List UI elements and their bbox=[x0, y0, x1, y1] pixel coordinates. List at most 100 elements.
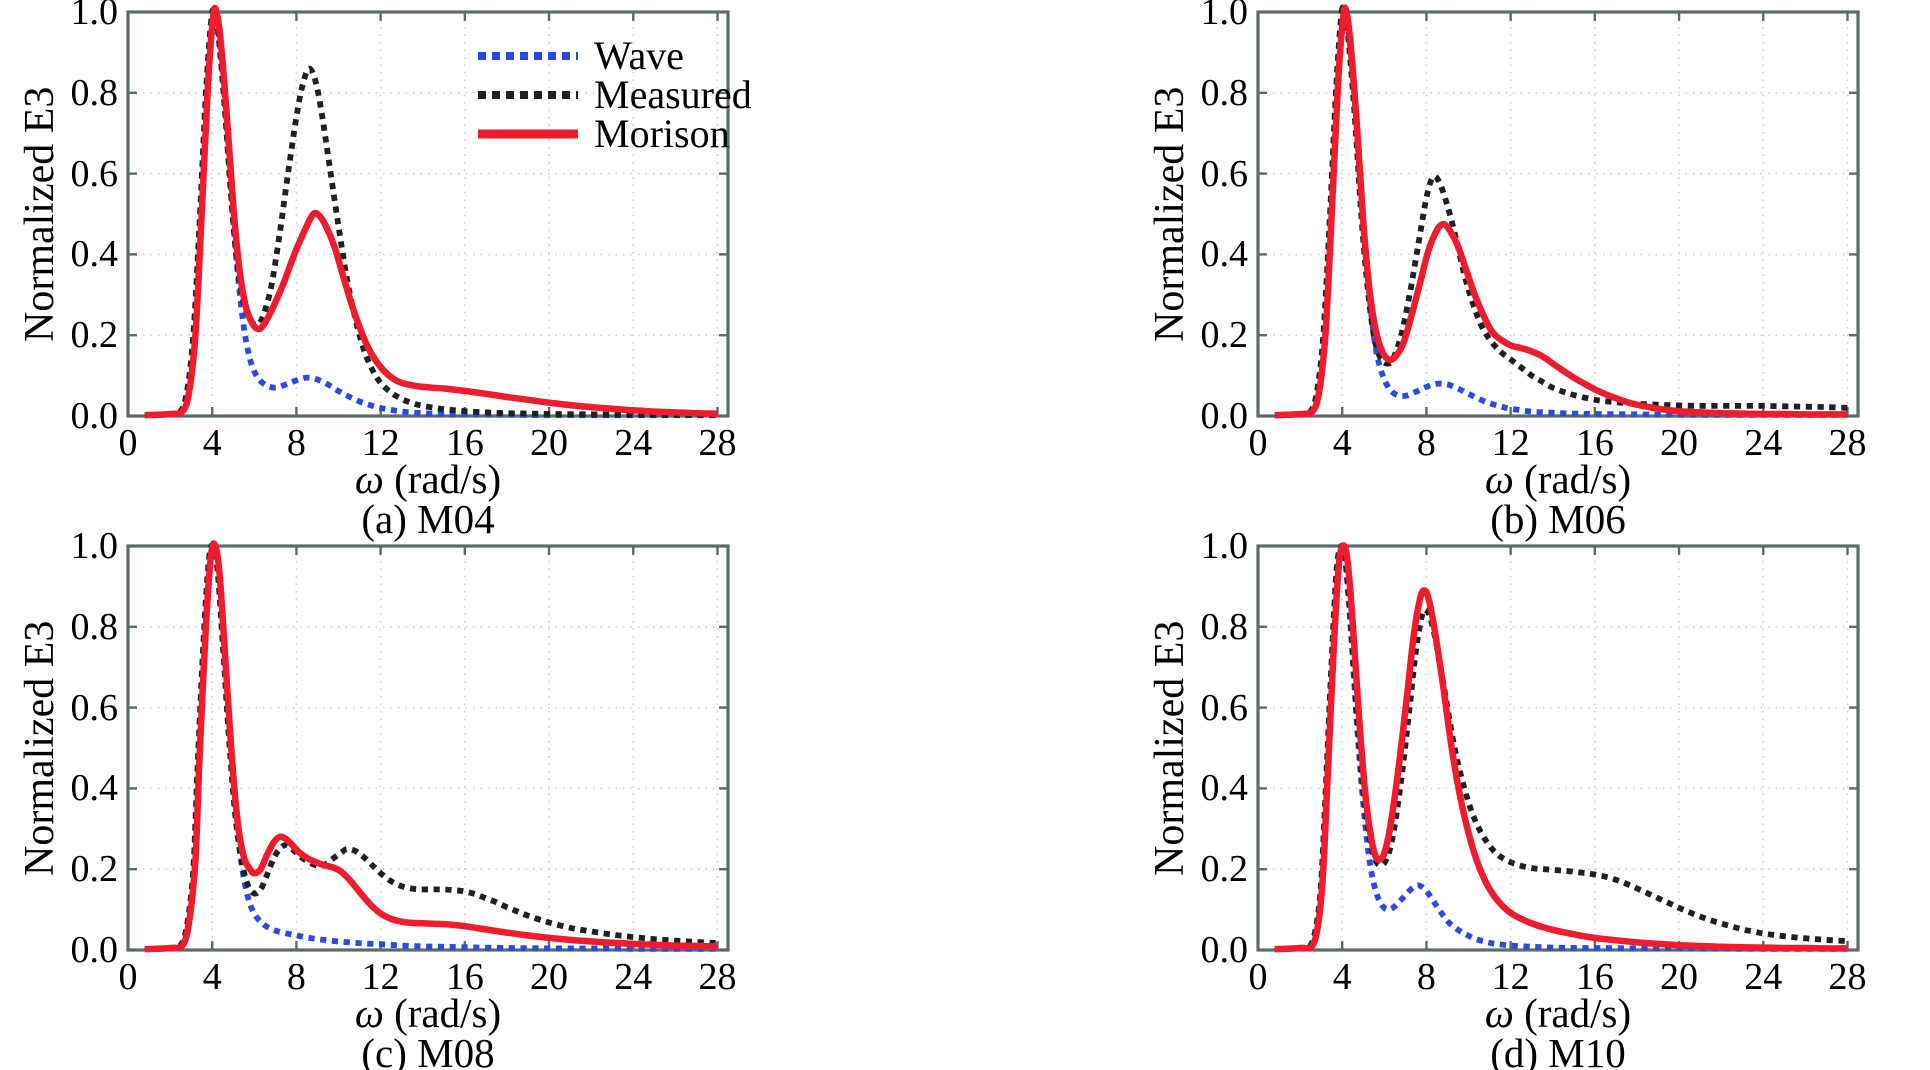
series-measured-curve bbox=[1274, 543, 1848, 953]
x-axis-unit: (rad/s) bbox=[383, 990, 502, 1036]
x-tick-label: 8 bbox=[1416, 422, 1436, 464]
y-tick-label: 0.4 bbox=[70, 233, 119, 276]
omega-symbol: ω bbox=[1484, 456, 1514, 502]
series-morison-curve bbox=[144, 540, 718, 953]
x-axis-label: ω (rad/s) bbox=[1258, 458, 1858, 500]
x-tick-label: 12 bbox=[361, 422, 400, 464]
series-morison-curve bbox=[1274, 542, 1848, 953]
y-tick-label: 0.6 bbox=[70, 152, 119, 195]
y-tick-label: 0.8 bbox=[1200, 605, 1249, 648]
legend-label: Measured bbox=[594, 72, 752, 117]
y-tick-label: 0.2 bbox=[70, 314, 119, 357]
y-tick-label: 0.0 bbox=[1200, 929, 1249, 971]
legend-item-measured: Measured bbox=[476, 72, 752, 117]
series-measured-curve bbox=[144, 542, 718, 953]
y-tick-label: 0.8 bbox=[70, 71, 119, 114]
x-tick-label: 8 bbox=[286, 422, 306, 464]
x-tick-label: 12 bbox=[1491, 422, 1530, 464]
x-tick-label: 4 bbox=[202, 422, 222, 464]
x-axis-label: ω (rad/s) bbox=[128, 992, 728, 1034]
plot-frame bbox=[126, 544, 730, 952]
y-tick-label: 1.0 bbox=[70, 525, 119, 567]
legend-item-wave: Wave bbox=[476, 33, 752, 78]
x-tick-label: 16 bbox=[445, 956, 484, 998]
plot-area bbox=[1256, 4, 1860, 419]
legend-item-morison: Morison bbox=[476, 111, 752, 156]
y-tick-label: 1.0 bbox=[70, 0, 119, 33]
x-tick-label: 24 bbox=[614, 422, 653, 464]
subplot-caption: (c) M08 bbox=[361, 1030, 495, 1070]
subplot-c-m08: Normalized E3 ω (rad/s) (c) M08 0 4 8 12 16 2… bbox=[17, 525, 736, 1070]
x-tick-label: 4 bbox=[1332, 956, 1352, 998]
x-tick-label: 16 bbox=[1575, 956, 1614, 998]
x-tick-label: 20 bbox=[1660, 956, 1699, 998]
subplot-caption: (b) M06 bbox=[1490, 496, 1626, 542]
plot-frame bbox=[1256, 10, 1860, 418]
series-morison-curve bbox=[1274, 4, 1848, 419]
legend-label: Morison bbox=[594, 111, 730, 156]
y-tick-label: 0.6 bbox=[1200, 686, 1249, 729]
y-tick-label: 0.2 bbox=[1200, 314, 1249, 357]
x-tick-label: 24 bbox=[614, 956, 653, 998]
omega-symbol: ω bbox=[1484, 990, 1514, 1036]
y-tick-label: 0.4 bbox=[1200, 233, 1249, 276]
x-tick-label: 4 bbox=[1332, 422, 1352, 464]
x-axis-label: ω (rad/s) bbox=[128, 458, 728, 500]
x-tick-label: 16 bbox=[1575, 422, 1614, 464]
x-tick-label: 20 bbox=[1660, 422, 1699, 464]
x-tick-label: 12 bbox=[1491, 956, 1530, 998]
y-tick-label: 0.8 bbox=[70, 605, 119, 648]
plot-frame bbox=[1256, 544, 1860, 952]
x-tick-label: 28 bbox=[1828, 422, 1867, 464]
plot-area bbox=[126, 4, 730, 419]
x-tick-label: 20 bbox=[530, 422, 569, 464]
x-axis-label: ω (rad/s) bbox=[1258, 992, 1858, 1034]
y-tick-label: 0.2 bbox=[1200, 848, 1249, 891]
omega-symbol: ω bbox=[354, 990, 384, 1036]
omega-symbol: ω bbox=[354, 456, 384, 502]
legend: Wave Measured Morison bbox=[476, 33, 752, 156]
x-tick-label: 8 bbox=[1416, 956, 1436, 998]
x-tick-label: 24 bbox=[1744, 422, 1783, 464]
series-morison-curve bbox=[144, 4, 718, 419]
y-tick-label: 0.8 bbox=[1200, 71, 1249, 114]
y-tick-label: 0.0 bbox=[70, 395, 119, 437]
legend-label: Wave bbox=[594, 33, 685, 78]
y-tick-label: 0.0 bbox=[70, 929, 119, 971]
subplot-caption: (a) M04 bbox=[361, 496, 495, 542]
y-tick-label: 0.6 bbox=[70, 686, 119, 729]
y-tick-label: 0.4 bbox=[70, 767, 119, 810]
y-tick-label: 1.0 bbox=[1200, 525, 1249, 567]
legend-solid-line-sample bbox=[478, 129, 578, 138]
y-tick-label: 0.4 bbox=[1200, 767, 1249, 810]
x-tick-label: 20 bbox=[530, 956, 569, 998]
x-tick-label: 12 bbox=[361, 956, 400, 998]
x-tick-label: 0 bbox=[1248, 956, 1268, 998]
legend-dotted-line-sample bbox=[478, 51, 578, 60]
x-tick-label: 0 bbox=[118, 422, 138, 464]
y-tick-label: 0.6 bbox=[1200, 152, 1249, 195]
subplot-caption: (d) M10 bbox=[1490, 1030, 1626, 1070]
x-tick-label: 4 bbox=[202, 956, 222, 998]
subplot-a-m04: Normalized E3 Wave Measured Morison ω (rad… bbox=[17, 0, 752, 540]
x-tick-label: 0 bbox=[1248, 422, 1268, 464]
y-tick-label: 0.2 bbox=[70, 848, 119, 891]
x-tick-label: 28 bbox=[1828, 956, 1867, 998]
x-tick-label: 16 bbox=[445, 422, 484, 464]
x-tick-label: 8 bbox=[286, 956, 306, 998]
legend-dotted-line-sample bbox=[478, 90, 578, 99]
x-tick-label: 28 bbox=[698, 956, 737, 998]
x-tick-label: 0 bbox=[118, 956, 138, 998]
y-tick-label: 0.0 bbox=[1200, 395, 1249, 437]
x-tick-label: 28 bbox=[698, 422, 737, 464]
subplot-b-m06: Normalized E3 ω (rad/s) (b) M06 0 4 8 12 16 2… bbox=[1147, 0, 1866, 540]
x-axis-unit: (rad/s) bbox=[383, 456, 502, 502]
plot-area bbox=[126, 540, 730, 953]
x-tick-label: 24 bbox=[1744, 956, 1783, 998]
plot-area bbox=[1256, 542, 1860, 953]
x-axis-unit: (rad/s) bbox=[1513, 456, 1632, 502]
y-tick-label: 1.0 bbox=[1200, 0, 1249, 33]
series-wave-curve bbox=[144, 8, 718, 419]
x-axis-unit: (rad/s) bbox=[1513, 990, 1632, 1036]
